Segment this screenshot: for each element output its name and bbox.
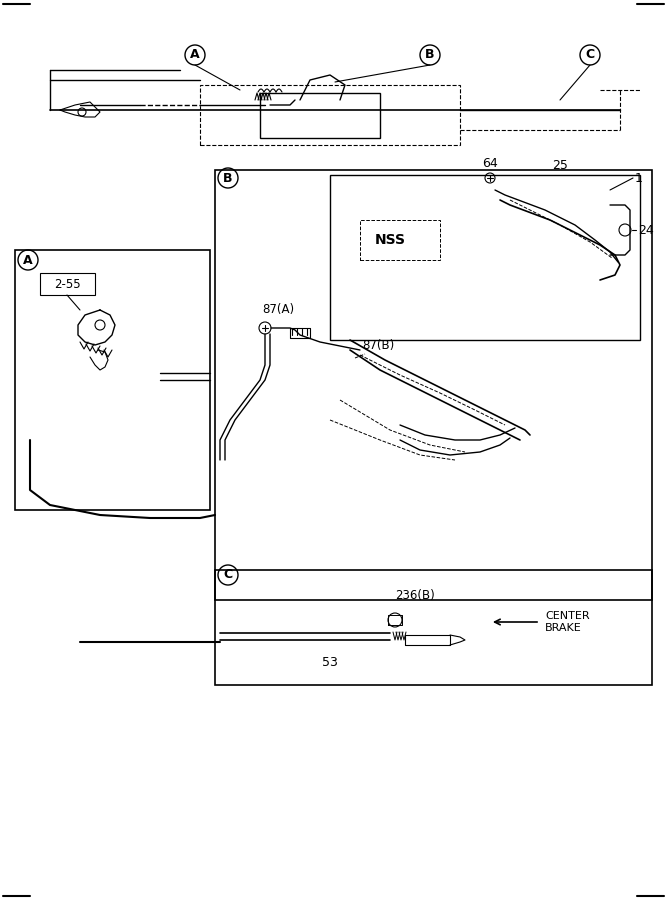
Text: B: B xyxy=(426,49,435,61)
Bar xyxy=(215,570,652,685)
Text: 24: 24 xyxy=(638,223,654,237)
Text: 2-55: 2-55 xyxy=(53,277,80,291)
Text: B: B xyxy=(223,172,233,184)
Text: 236(B): 236(B) xyxy=(395,589,435,601)
Text: C: C xyxy=(586,49,594,61)
Text: 87(B): 87(B) xyxy=(362,338,394,352)
Text: 53: 53 xyxy=(322,656,338,670)
Bar xyxy=(215,170,652,600)
Text: A: A xyxy=(23,254,33,266)
Text: CENTER
BRAKE: CENTER BRAKE xyxy=(545,611,590,634)
Bar xyxy=(360,220,440,260)
Text: NSS: NSS xyxy=(374,233,406,247)
Bar xyxy=(330,175,640,340)
Text: C: C xyxy=(223,569,233,581)
Text: 1: 1 xyxy=(635,172,643,184)
Text: 87(A): 87(A) xyxy=(262,303,294,317)
Text: 25: 25 xyxy=(552,159,568,172)
Text: 64: 64 xyxy=(482,157,498,170)
Bar xyxy=(260,93,380,138)
Bar xyxy=(40,273,95,295)
Text: A: A xyxy=(190,49,200,61)
Bar xyxy=(15,250,210,510)
Bar xyxy=(200,85,460,145)
